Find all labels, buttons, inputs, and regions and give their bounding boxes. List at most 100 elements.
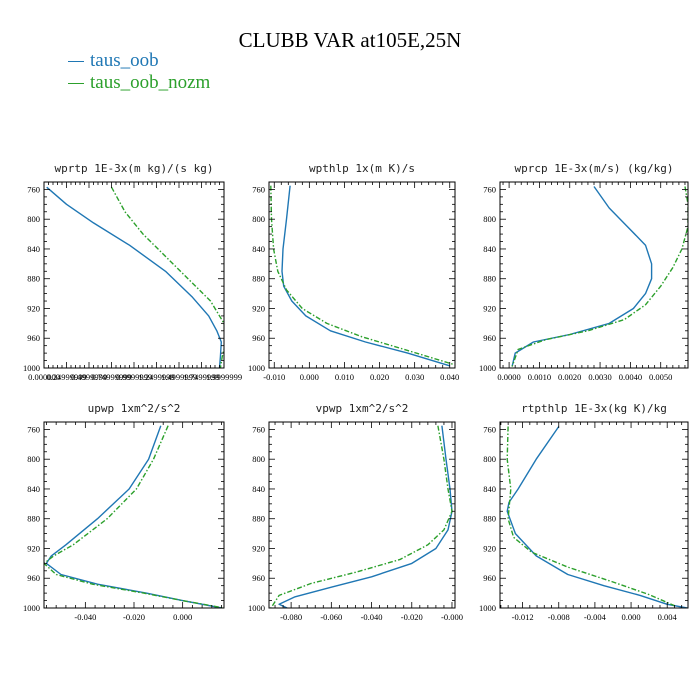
y-tick-label: 1000 [479, 603, 496, 613]
y-tick-label: 920 [27, 543, 40, 553]
y-tick-label: 880 [252, 514, 265, 524]
panel-title: wprcp 1E-3x(m/s) (kg/kg) [515, 162, 674, 175]
x-tick-label: -0.040 [361, 612, 383, 622]
x-tick-label: 0.0030 [588, 372, 611, 382]
y-tick-label: 920 [483, 543, 496, 553]
y-tick-label: 960 [483, 333, 496, 343]
y-tick-label: 760 [483, 424, 496, 434]
y-tick-label: 880 [27, 274, 40, 284]
x-tick-label: -0.008 [548, 612, 570, 622]
x-tick-label: 0.0040 [619, 372, 642, 382]
x-tick-label: 1.9999999 [206, 372, 242, 382]
series-line-taus-oob [46, 186, 223, 368]
panel-frame [499, 181, 689, 369]
y-tick-label: 960 [252, 333, 265, 343]
y-tick-label: 1000 [248, 363, 265, 373]
y-tick-label: 920 [252, 543, 265, 553]
legend-swatch [68, 82, 84, 84]
panel-frame [499, 421, 689, 609]
x-tick-label: 0.0010 [528, 372, 551, 382]
legend-item-taus-oob: taus_oob [68, 50, 159, 72]
panel-3: wprcp 1E-3x(m/s) (kg/kg) 760 800 840 880 920 9… [479, 162, 689, 382]
x-tick-label: -0.010 [263, 372, 285, 382]
y-tick-label: 840 [27, 244, 40, 254]
panel-2: wpthlp 1x(m K)/s 760 800 840 880 920 960 1000-0… [248, 162, 459, 382]
series-line-taus-oob-nozm [511, 186, 688, 367]
series-line-taus-oob-nozm [506, 426, 677, 608]
x-tick-label: 0.9999999 [116, 372, 152, 382]
panel-frame [268, 181, 456, 369]
y-tick-label: 800 [27, 454, 40, 464]
y-tick-label: 800 [252, 454, 265, 464]
y-tick-label: 760 [483, 184, 496, 194]
x-tick-label: 0.0020 [558, 372, 581, 382]
panel-5: vpwp 1xm^2/s^2 760 800 840 880 920 960 1000 -0.0… [248, 402, 463, 622]
panel-frame [43, 181, 225, 369]
y-tick-label: 1000 [23, 603, 40, 613]
x-tick-label: 0.74999999 [91, 372, 131, 382]
panel-frame [43, 421, 225, 609]
y-tick-label: 800 [483, 214, 496, 224]
x-tick-label: 0.0000 [497, 372, 520, 382]
y-tick-label: 840 [27, 484, 40, 494]
x-tick-label: 0.004 [658, 612, 678, 622]
panel-title: rtpthlp 1E-3x(kg K)/kg [521, 402, 667, 415]
panel-6: rtpthlp 1E-3x(kg K)/kg 760 800 840 880 920 960… [479, 402, 689, 622]
y-tick-label: 760 [27, 424, 40, 434]
x-tick-label: -0.012 [512, 612, 534, 622]
y-tick-label: 840 [252, 244, 265, 254]
x-tick-label: 0.010 [335, 372, 354, 382]
x-tick-label: 0.4999999 [71, 372, 107, 382]
legend-item-taus-oob-nozm: taus_oob_nozm [68, 72, 210, 94]
y-tick-label: 800 [252, 214, 265, 224]
x-tick-label: 1.2499999 [138, 372, 174, 382]
series-line-taus-oob-nozm [270, 425, 453, 608]
panel-title: wpthlp 1x(m K)/s [309, 162, 415, 175]
y-tick-label: 1000 [248, 603, 265, 613]
y-tick-label: 760 [27, 184, 40, 194]
x-tick-label: 0.24999999 [46, 372, 86, 382]
x-tick-label: 0.000000 [28, 372, 60, 382]
series-line-taus-oob [281, 185, 450, 367]
legend-label: taus_oob [90, 50, 159, 71]
series-line-taus-oob-nozm [110, 186, 224, 368]
y-tick-label: 1000 [479, 363, 496, 373]
y-tick-label: 760 [252, 424, 265, 434]
x-tick-label: 0.0050 [649, 372, 672, 382]
y-tick-label: 960 [252, 573, 265, 583]
legend-label: taus_oob_nozm [90, 72, 211, 93]
panel-4: upwp 1xm^2/s^2 760 800 840 880 920 960 1000 -0.0… [23, 402, 225, 622]
panel-title: wprtp 1E-3x(m kg)/(s kg) [55, 162, 214, 175]
y-tick-label: 800 [483, 454, 496, 464]
y-tick-label: 800 [27, 214, 40, 224]
y-tick-label: 880 [483, 274, 496, 284]
y-tick-label: 840 [252, 484, 265, 494]
x-tick-label: -0.080 [280, 612, 302, 622]
x-tick-label: 0.000 [621, 612, 640, 622]
series-line-taus-oob-nozm [44, 425, 224, 608]
y-tick-label: 880 [483, 514, 496, 524]
y-tick-label: 1000 [23, 363, 40, 373]
x-tick-label: 1.7499999 [183, 372, 219, 382]
y-tick-label: 840 [483, 244, 496, 254]
x-tick-label: 0.030 [405, 372, 424, 382]
x-tick-label: 0.020 [370, 372, 389, 382]
x-tick-label: -0.020 [123, 612, 145, 622]
x-tick-label: 0.000 [300, 372, 319, 382]
x-tick-label: 0.000 [173, 612, 192, 622]
panel-frame [268, 421, 456, 609]
x-tick-label: -0.020 [401, 612, 423, 622]
x-tick-label: 0.040 [440, 372, 459, 382]
x-tick-label: -0.040 [74, 612, 96, 622]
series-line-taus-oob [45, 425, 222, 608]
y-tick-label: 920 [252, 303, 265, 313]
series-line-taus-oob [511, 186, 653, 367]
y-tick-label: 960 [27, 573, 40, 583]
series-line-taus-oob [278, 425, 453, 608]
figure-title: CLUBB VAR at105E,25N [238, 28, 462, 52]
x-tick-label: -0.004 [584, 612, 607, 622]
series-line-taus-oob-nozm [270, 185, 454, 365]
y-tick-label: 960 [483, 573, 496, 583]
legend-swatch [68, 60, 84, 62]
